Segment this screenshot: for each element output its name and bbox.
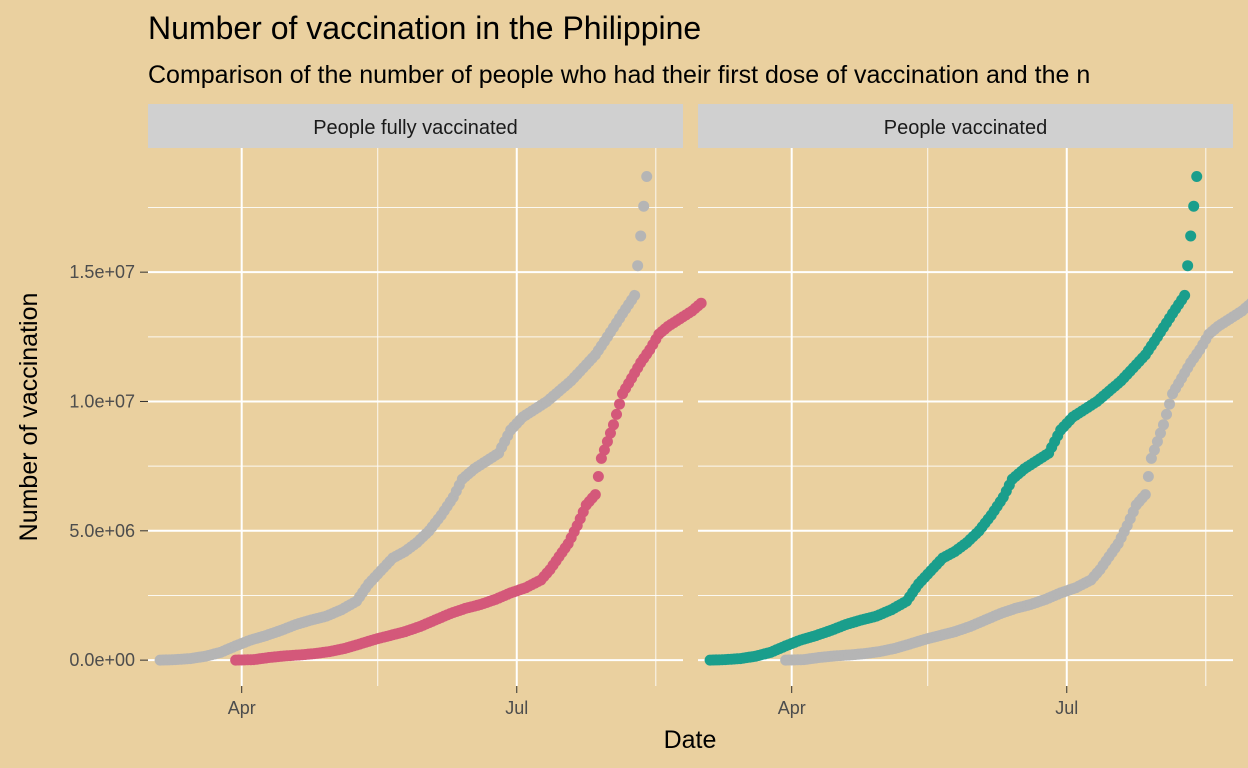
data-point [592,470,604,482]
facet-strip [698,104,1233,148]
facet-panel-2: People vaccinated Apr Jul [698,104,1248,718]
data-point [1188,200,1200,212]
data-point [611,408,623,420]
facet-strip-label: People vaccinated [884,117,1047,139]
facet-strip [148,104,683,148]
data-point-faded [1145,452,1157,464]
x-tick-label: Apr [778,698,806,718]
y-tick-label: 5.0e+06 [69,521,135,541]
data-point-faded [1142,470,1154,482]
data-point-faded [1161,408,1173,420]
data-point [695,297,707,309]
facet-strip-label: People fully vaccinated [313,117,518,139]
y-axis-label: Number of vaccination [15,293,43,542]
data-point [1191,170,1203,182]
data-point [1182,260,1194,272]
data-point-faded [632,260,644,272]
data-point-faded [1139,489,1151,501]
data-point [1185,230,1197,242]
y-tick-label: 1.5e+07 [69,262,135,282]
y-tick-label: 0.0e+00 [69,650,135,670]
x-axis-label: Date [664,726,717,754]
data-point [614,398,626,410]
x-tick-label: Jul [1055,698,1078,718]
data-point-faded [635,230,647,242]
data-point-faded [1154,427,1166,439]
data-point [1179,289,1191,301]
chart-subtitle: Comparison of the number of people who h… [148,61,1090,89]
data-point [604,427,616,439]
x-tick-label: Apr [228,698,256,718]
data-point-faded [1245,298,1248,308]
x-tick-label: Jul [505,698,528,718]
chart-title: Number of vaccination in the Philippine [148,10,701,46]
data-point-faded [1164,398,1176,410]
data-point-faded [1151,436,1163,448]
data-point-faded [1148,444,1160,456]
data-point-faded [1157,419,1169,431]
facet-panel-1: People fully vaccinated Apr Jul [148,104,707,718]
data-point [601,436,613,448]
data-point [607,419,619,431]
data-point [598,444,610,456]
data-point [595,452,607,464]
data-point [589,489,601,501]
data-point-faded [641,170,653,182]
data-point-faded [629,289,641,301]
y-tick-label: 1.0e+07 [69,391,135,411]
data-point-faded [638,200,650,212]
